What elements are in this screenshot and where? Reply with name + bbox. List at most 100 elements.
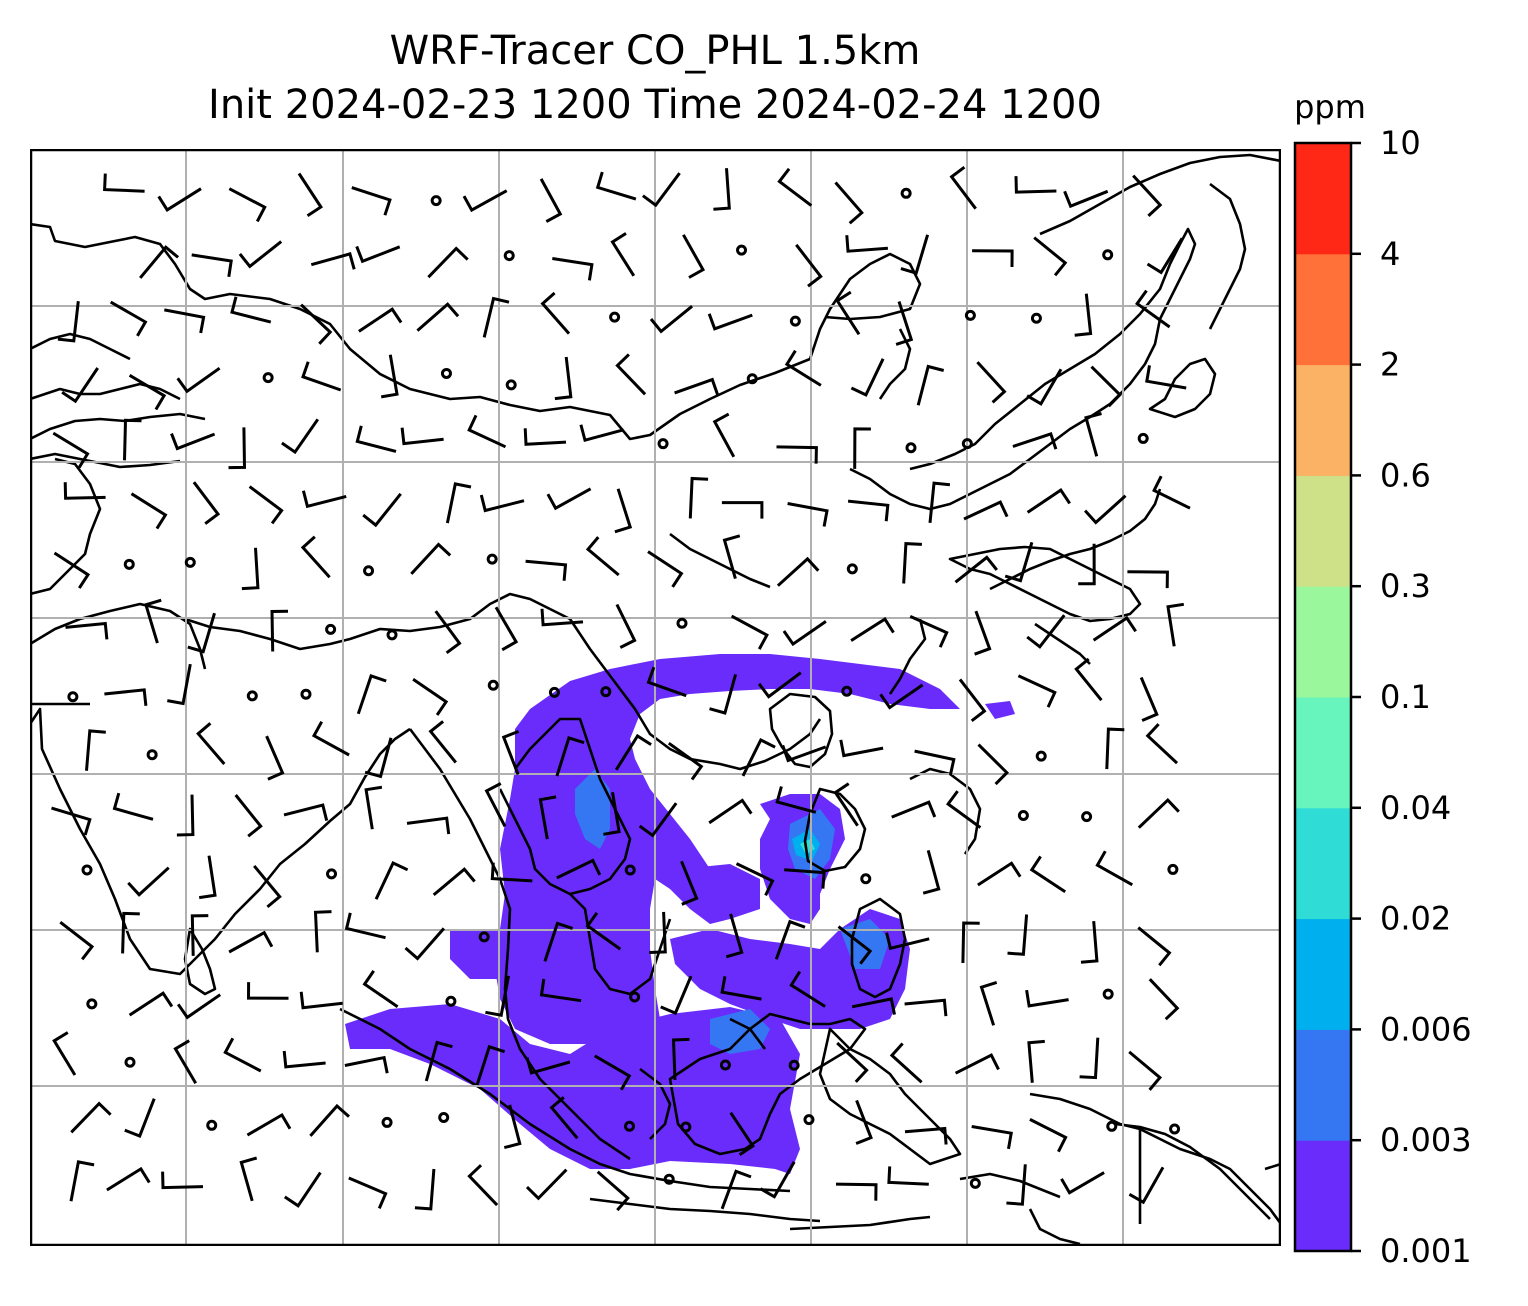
wind-barb [128, 374, 167, 411]
wind-barb [595, 171, 637, 201]
wind-barb [671, 1037, 690, 1080]
wind-barb [374, 861, 409, 900]
calm-wind-marker [719, 1059, 731, 1071]
wind-barb [362, 970, 399, 1008]
wind-barb [642, 172, 681, 208]
wind-barb [614, 733, 652, 771]
coastline [1029, 1092, 1281, 1225]
wind-barb [1080, 920, 1099, 964]
wind-barb [176, 366, 221, 394]
coastline [639, 1067, 672, 1140]
wind-barb [1026, 614, 1066, 649]
wind-barb [59, 921, 95, 961]
wind-barb [311, 720, 350, 757]
colorbar-tick-label: 0.6 [1380, 456, 1431, 494]
wind-barb [61, 367, 99, 404]
wind-barb [51, 806, 92, 836]
wind-barb [836, 1041, 869, 1083]
wind-barb [1084, 412, 1102, 457]
calm-wind-marker [124, 1056, 136, 1068]
wind-barb [1127, 570, 1169, 589]
wind-barb [834, 181, 864, 225]
calm-wind-marker [657, 438, 669, 450]
wind-barb [895, 301, 914, 346]
wind-barb [1092, 615, 1137, 642]
calm-wind-marker [1167, 863, 1179, 875]
wind-barb [847, 499, 890, 522]
calm-wind-marker [969, 1177, 981, 1189]
colorbar-tick-label: 0.04 [1380, 789, 1451, 827]
wind-barb [265, 735, 285, 781]
wind-barb [128, 991, 174, 1017]
coastline [184, 592, 551, 651]
wind-barb [757, 671, 802, 699]
wind-barb [1152, 475, 1191, 510]
wind-barb [281, 418, 320, 455]
wind-barb [900, 234, 930, 275]
calm-wind-marker [600, 686, 612, 698]
coastline [30, 382, 181, 401]
wind-barb [543, 921, 574, 962]
wind-barb [416, 302, 460, 332]
wind-barb [837, 925, 873, 965]
wind-barb [53, 551, 91, 589]
wind-barb [187, 612, 216, 654]
wind-barb [775, 786, 817, 814]
wind-barb [782, 620, 827, 647]
chart-title-line2: Init 2024-02-23 1200 Time 2024-02-24 120… [208, 82, 1102, 128]
wind-barb [356, 673, 387, 715]
wind-barb [585, 536, 620, 577]
coastline [30, 707, 411, 976]
wind-barb [112, 792, 154, 821]
colorbar-tick-label: 10 [1380, 124, 1421, 162]
calm-wind-marker [1102, 988, 1114, 1000]
wind-barb [540, 291, 571, 335]
wind-barb [713, 168, 731, 211]
coastline [1114, 1122, 1271, 1220]
wind-barb [614, 488, 633, 534]
calm-wind-marker [363, 565, 375, 577]
coastline [339, 1007, 791, 1193]
calm-wind-marker [67, 691, 79, 703]
wind-barb [615, 353, 647, 396]
wind-barb [916, 364, 945, 406]
gridlines [30, 149, 1281, 1246]
coastline [888, 618, 927, 695]
wind-barb [300, 303, 333, 345]
wind-barb [412, 677, 449, 716]
coastline [30, 412, 206, 441]
wind-barb [977, 861, 1022, 887]
wind-barb [104, 688, 148, 706]
wind-barb [1029, 855, 1067, 894]
wind-barb [424, 1040, 453, 1082]
wind-barb [839, 739, 884, 758]
wind-barb [283, 803, 329, 821]
wind-barb [355, 245, 401, 264]
wind-barb [974, 610, 992, 656]
wind-barb [922, 850, 941, 895]
wind-barb [282, 1050, 326, 1069]
wind-barb [434, 610, 462, 655]
plume-patch [575, 769, 610, 849]
calm-wind-marker [663, 1173, 675, 1185]
wind-barb [945, 790, 982, 829]
wind-barb [963, 500, 1009, 521]
wind-barb [647, 550, 684, 588]
calm-wind-marker [964, 309, 976, 321]
wind-barb [482, 296, 510, 338]
wind-barb [57, 301, 80, 343]
wind-barb [167, 663, 192, 706]
colorbar-tick-label: 0.006 [1380, 1010, 1472, 1048]
map-frame [30, 149, 1281, 1246]
colorbar-band [1295, 475, 1351, 587]
wind-barb [554, 356, 573, 401]
wind-barb [467, 1164, 499, 1207]
wind-barb [1012, 432, 1058, 450]
wind-barb [270, 609, 289, 652]
wind-barb [949, 166, 977, 210]
calm-wind-marker [746, 373, 758, 385]
coastline [959, 1172, 1061, 1199]
calm-wind-marker [503, 250, 515, 262]
wind-barb [65, 621, 109, 640]
wind-barb [552, 257, 594, 281]
